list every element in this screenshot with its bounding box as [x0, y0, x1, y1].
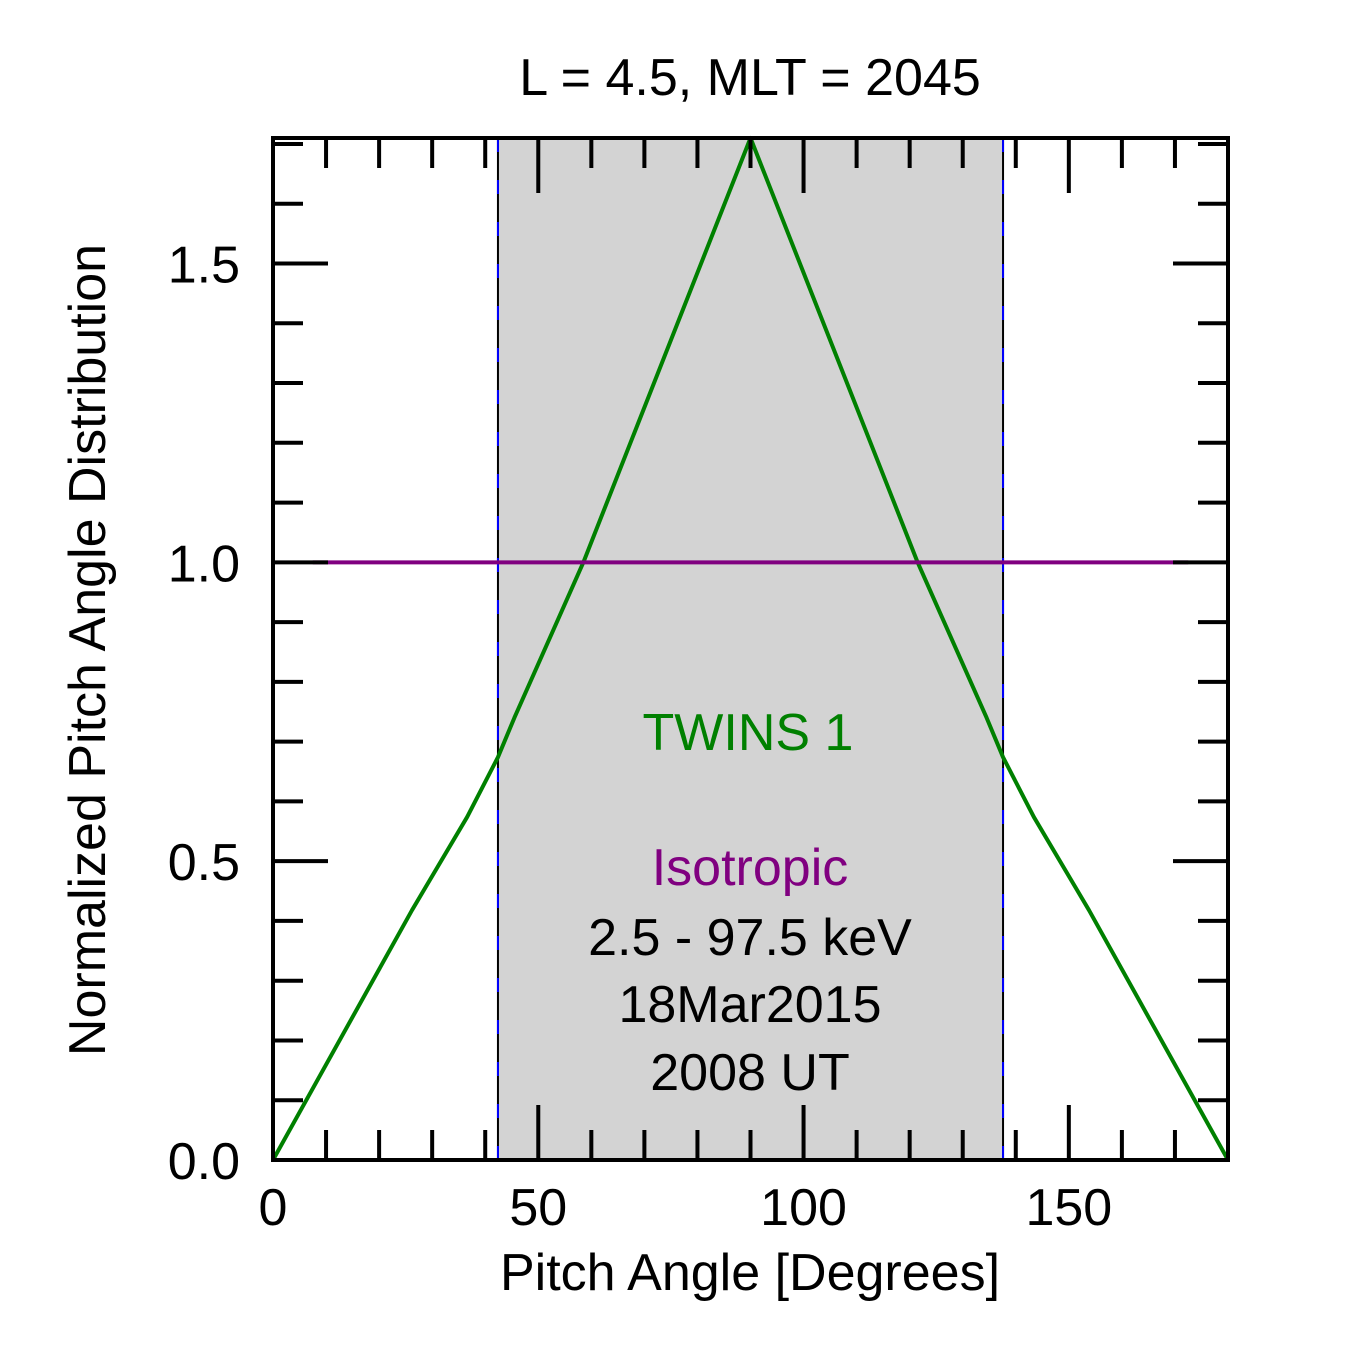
y-tick-label: 1.5 — [168, 237, 240, 295]
y-tick-label: 0.0 — [168, 1133, 240, 1191]
x-tick-label: 150 — [1025, 1179, 1112, 1237]
x-axis-label: Pitch Angle [Degrees] — [500, 1244, 1000, 1302]
y-tick-label: 1.0 — [168, 535, 240, 593]
annotation-energy-range: 2.5 - 97.5 keV — [588, 909, 912, 967]
plot-frame — [271, 136, 1230, 1162]
x-tick-label: 100 — [760, 1179, 847, 1237]
x-tick-label: 0 — [259, 1179, 288, 1237]
y-tick-label: 0.5 — [168, 834, 240, 892]
x-tick-label: 50 — [509, 1179, 567, 1237]
chart-title: L = 4.5, MLT = 2045 — [519, 49, 981, 107]
shaded-region — [497, 138, 1004, 1160]
y-axis-label: Normalized Pitch Angle Distribution — [59, 244, 117, 1056]
annotation-time: 2008 UT — [650, 1044, 849, 1102]
annotation-twins: TWINS 1 — [643, 704, 854, 762]
annotation-isotropic: Isotropic — [652, 839, 849, 897]
annotation-date: 18Mar2015 — [618, 976, 881, 1034]
